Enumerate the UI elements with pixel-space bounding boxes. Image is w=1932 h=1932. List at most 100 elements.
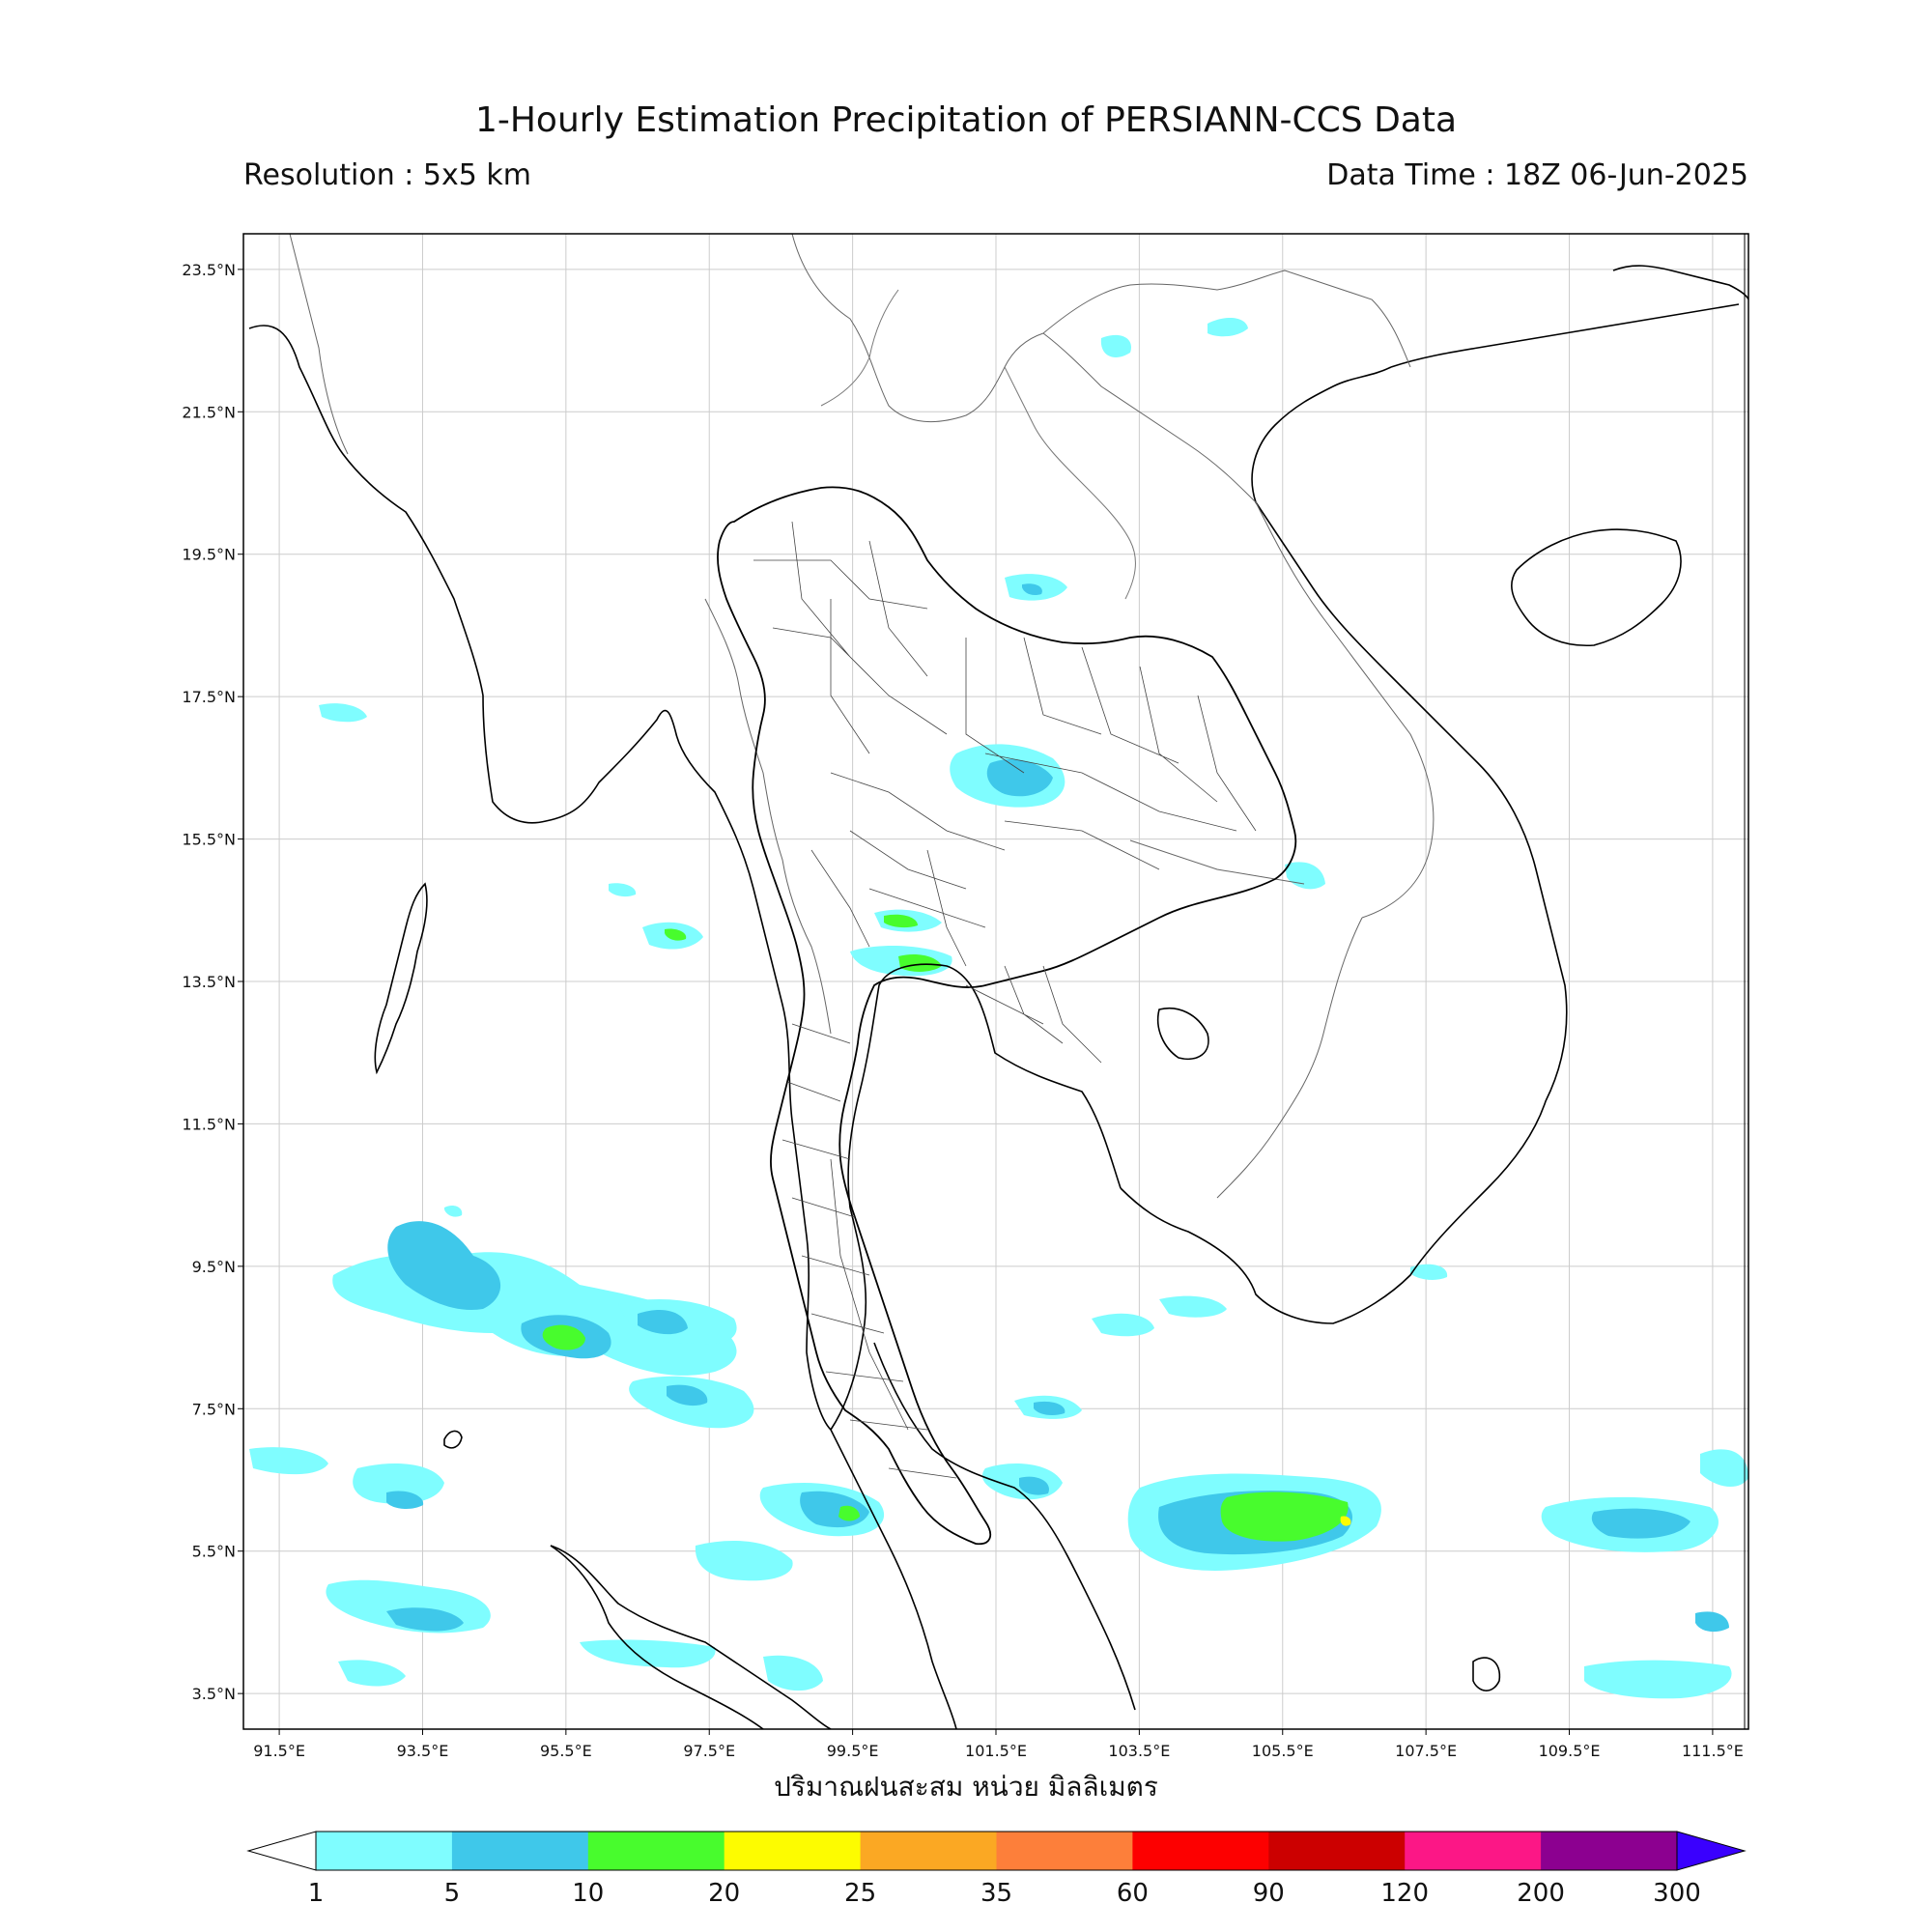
x-axis-label: ปริมาณฝนสะสม หน่วย มิลลิเมตร bbox=[774, 1771, 1158, 1803]
rain-cluster-sumatra-coast bbox=[580, 1639, 716, 1668]
colorbar-swatch bbox=[587, 1832, 725, 1870]
x-tick-label: 105.5°E bbox=[1252, 1742, 1314, 1760]
x-tick-label: 93.5°E bbox=[397, 1742, 449, 1760]
x-tick-label: 99.5°E bbox=[827, 1742, 879, 1760]
border-cambodia-vietnam bbox=[1216, 917, 1363, 1199]
rain-cluster-east-andaman-mod bbox=[638, 1309, 688, 1335]
colorbar-frame bbox=[315, 1831, 1678, 1871]
coast-myanmar bbox=[248, 325, 832, 1431]
colorbar-swatch bbox=[1268, 1832, 1406, 1870]
colorbar-label: 35 bbox=[980, 1879, 1012, 1908]
x-tick-label: 95.5°E bbox=[540, 1742, 592, 1760]
rain-cluster-south-china-sea-peak bbox=[1340, 1516, 1351, 1526]
rain-cluster-northeast-thailand-mod bbox=[986, 758, 1053, 797]
rain-cluster-myeik-heavy bbox=[542, 1324, 585, 1350]
data-time-label: Data Time : 18Z 06-Jun-2025 bbox=[1326, 158, 1748, 192]
rain-cluster-mekong-delta bbox=[1159, 1295, 1227, 1318]
colorbar-label: 120 bbox=[1380, 1879, 1429, 1908]
rain-cluster-andaman-sea-moderate bbox=[387, 1221, 501, 1310]
y-tick-label: 9.5°N bbox=[192, 1258, 236, 1276]
coast-borneo bbox=[1472, 1657, 1501, 1691]
coast-cambodia-vietnam bbox=[1120, 366, 1568, 1324]
coast-sumatra-north bbox=[550, 1545, 764, 1729]
rain-cluster-sumatra-central bbox=[763, 1655, 823, 1691]
x-tick-label: 109.5°E bbox=[1539, 1742, 1601, 1760]
rain-cluster-kelantan-mod bbox=[1019, 1476, 1049, 1495]
x-tick-label: 101.5°E bbox=[965, 1742, 1027, 1760]
coast-malay-east bbox=[873, 1342, 1136, 1711]
colorbar-swatch bbox=[316, 1832, 453, 1870]
coast-tonle-sap bbox=[1157, 1008, 1209, 1060]
y-tick-label: 15.5°N bbox=[182, 831, 236, 849]
colorbar-labels: 1 5 10 20 25 35 60 90 120 200 300 bbox=[308, 1879, 1701, 1908]
colorbar-swatch bbox=[451, 1832, 589, 1870]
colorbar-label: 20 bbox=[708, 1879, 740, 1908]
rain-cluster-borneo-north-mod bbox=[1591, 1508, 1690, 1539]
rain-cluster-sumatra-sw bbox=[338, 1660, 406, 1687]
colorbar-swatch bbox=[1405, 1832, 1542, 1870]
map-layer bbox=[248, 234, 1748, 1729]
colorbar-label: 200 bbox=[1517, 1879, 1565, 1908]
rain-cluster-myanmar-coast-3 bbox=[609, 883, 637, 897]
x-tick-label: 103.5°E bbox=[1108, 1742, 1170, 1760]
rain-cluster-china-south bbox=[1100, 334, 1131, 357]
colorbar-label: 5 bbox=[444, 1879, 461, 1908]
province-lines-north bbox=[753, 521, 948, 754]
y-tick-label: 7.5°N bbox=[192, 1400, 236, 1418]
rain-cluster-south-china-sea-heavy bbox=[1220, 1492, 1349, 1542]
colorbar-label: 60 bbox=[1117, 1879, 1149, 1908]
coast-nicobar-islands bbox=[443, 1430, 463, 1449]
rain-cluster-sumatra-north bbox=[695, 1541, 793, 1581]
map-title: 1-Hourly Estimation Precipitation of PER… bbox=[474, 100, 1458, 140]
colorbar-swatch bbox=[996, 1832, 1133, 1870]
colorbar-label: 90 bbox=[1253, 1879, 1285, 1908]
y-tick-label: 11.5°N bbox=[182, 1115, 236, 1133]
province-lines-central bbox=[810, 772, 1006, 967]
x-tick-label: 107.5°E bbox=[1395, 1742, 1457, 1760]
resolution-label: Resolution : 5x5 km bbox=[243, 158, 531, 192]
colorbar-swatches bbox=[316, 1832, 1678, 1870]
province-lines-south bbox=[781, 1023, 957, 1479]
rain-cluster-central-thailand-heavy bbox=[884, 914, 918, 928]
rain-cluster-south-sumatra bbox=[444, 1205, 463, 1217]
axis-ticks: 91.5°E 93.5°E 95.5°E 97.5°E 99.5°E 101.5°E 103… bbox=[182, 261, 1743, 1760]
rain-cluster-nicobar bbox=[353, 1463, 444, 1504]
y-tick-label: 21.5°N bbox=[182, 403, 236, 421]
y-tick-label: 23.5°N bbox=[182, 261, 236, 279]
rain-cluster-myanmar-coast-2 bbox=[319, 703, 367, 723]
y-tick-label: 5.5°N bbox=[192, 1543, 236, 1561]
border-china-laos bbox=[1004, 366, 1136, 600]
colorbar: 1 5 10 20 25 35 60 90 120 200 300 bbox=[246, 1831, 1747, 1908]
rain-cluster-south-andaman-mod bbox=[667, 1384, 708, 1406]
country-borders bbox=[289, 234, 1435, 1199]
y-tick-label: 17.5°N bbox=[182, 688, 236, 706]
thailand-outline bbox=[717, 486, 1297, 1546]
coast-malay-west bbox=[830, 1429, 957, 1729]
rain-cluster-cambodia-coast bbox=[1092, 1313, 1154, 1337]
colorbar-under-arrow bbox=[246, 1831, 317, 1871]
border-thailand-myanmar bbox=[704, 598, 832, 1035]
colorbar-label: 25 bbox=[844, 1879, 876, 1908]
province-lines-east bbox=[965, 965, 1102, 1064]
coast-sumatra bbox=[550, 1545, 832, 1729]
rain-cluster-west-edge bbox=[249, 1447, 328, 1475]
rain-cluster-cambodia bbox=[1285, 862, 1325, 890]
colorbar-over-arrow bbox=[1676, 1831, 1747, 1871]
lat-lon-grid bbox=[243, 234, 1748, 1729]
colorbar-swatch bbox=[724, 1832, 862, 1870]
x-tick-label: 91.5°E bbox=[253, 1742, 305, 1760]
rain-areas bbox=[249, 317, 1748, 1699]
x-tick-label: 111.5°E bbox=[1682, 1742, 1744, 1760]
coastlines bbox=[248, 265, 1748, 1729]
border-myanmar-china bbox=[289, 234, 349, 455]
colorbar-swatch bbox=[1132, 1832, 1269, 1870]
border-cambodia-laos bbox=[1129, 839, 1305, 885]
coast-andaman-islands bbox=[374, 882, 428, 1075]
border-laos-vietnam bbox=[1042, 332, 1435, 919]
rain-cluster-sumatra-west-mod bbox=[386, 1607, 464, 1632]
coast-vietnam-north bbox=[1390, 303, 1740, 368]
upper-borders bbox=[820, 289, 1136, 600]
colorbar-label: 300 bbox=[1653, 1879, 1701, 1908]
coast-hainan bbox=[1511, 528, 1682, 647]
coast-china-south bbox=[1612, 265, 1748, 300]
